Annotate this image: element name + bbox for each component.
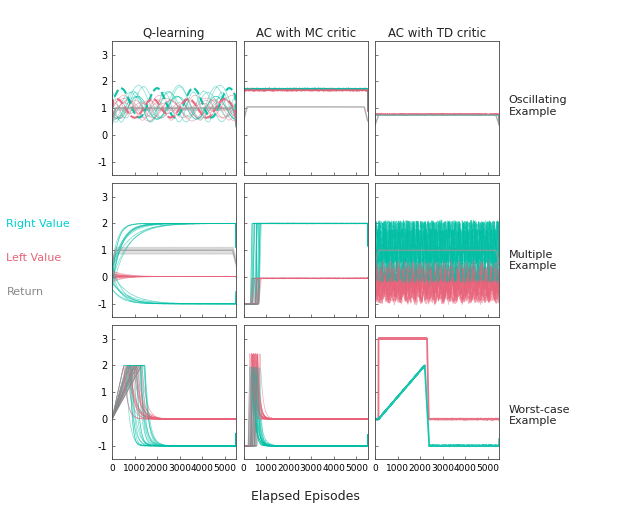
Text: Return: Return [6, 286, 44, 297]
Text: Right Value: Right Value [6, 219, 70, 230]
Title: Q-learning: Q-learning [143, 27, 205, 40]
Title: AC with MC critic: AC with MC critic [255, 27, 356, 40]
Title: AC with TD critic: AC with TD critic [388, 27, 486, 40]
Text: Oscillating
Example: Oscillating Example [509, 95, 568, 117]
Text: Multiple
Example: Multiple Example [509, 250, 557, 271]
Text: Elapsed Episodes: Elapsed Episodes [252, 490, 360, 503]
Text: Worst-case
Example: Worst-case Example [509, 405, 570, 426]
Text: Left Value: Left Value [6, 253, 61, 263]
